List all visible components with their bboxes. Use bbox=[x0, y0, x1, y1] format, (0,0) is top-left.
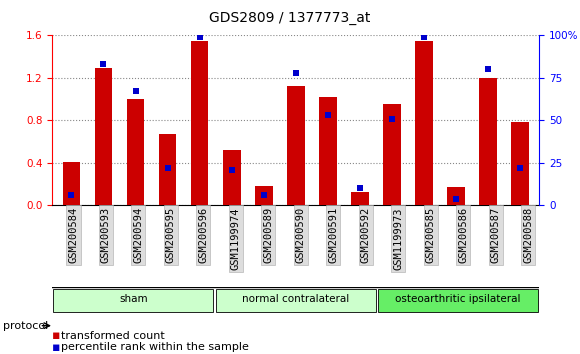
Text: sham: sham bbox=[119, 295, 148, 304]
Text: GSM200595: GSM200595 bbox=[166, 207, 176, 263]
Bar bbox=[95, 68, 113, 205]
Bar bbox=[512, 122, 529, 205]
Text: GSM200586: GSM200586 bbox=[458, 207, 468, 263]
Bar bbox=[159, 134, 176, 205]
Text: GSM200584: GSM200584 bbox=[68, 207, 78, 263]
Bar bbox=[351, 192, 369, 205]
Text: GSM200593: GSM200593 bbox=[101, 207, 111, 263]
Text: GSM200585: GSM200585 bbox=[426, 207, 436, 263]
Bar bbox=[383, 104, 401, 205]
Text: GSM200587: GSM200587 bbox=[491, 207, 501, 263]
Bar bbox=[447, 187, 465, 205]
Bar bbox=[126, 99, 144, 205]
Text: normal contralateral: normal contralateral bbox=[242, 295, 349, 304]
FancyBboxPatch shape bbox=[53, 289, 213, 312]
Bar bbox=[191, 41, 208, 205]
Text: GSM200591: GSM200591 bbox=[328, 207, 338, 263]
Bar bbox=[255, 186, 273, 205]
Text: GSM200590: GSM200590 bbox=[296, 207, 306, 263]
Text: GSM200596: GSM200596 bbox=[198, 207, 208, 263]
FancyBboxPatch shape bbox=[216, 289, 376, 312]
Text: protocol: protocol bbox=[3, 321, 48, 331]
Text: ▪: ▪ bbox=[52, 341, 61, 354]
Text: GSM1199974: GSM1199974 bbox=[231, 207, 241, 270]
Text: ▪: ▪ bbox=[52, 329, 61, 342]
Text: GSM1199973: GSM1199973 bbox=[393, 207, 403, 270]
Text: osteoarthritic ipsilateral: osteoarthritic ipsilateral bbox=[396, 295, 521, 304]
Bar bbox=[287, 86, 305, 205]
Text: GDS2809 / 1377773_at: GDS2809 / 1377773_at bbox=[209, 11, 371, 25]
Bar bbox=[479, 78, 497, 205]
FancyBboxPatch shape bbox=[378, 289, 538, 312]
Bar bbox=[63, 162, 80, 205]
Text: GSM200588: GSM200588 bbox=[523, 207, 533, 263]
Text: GSM200592: GSM200592 bbox=[361, 207, 371, 263]
Bar bbox=[223, 150, 241, 205]
Bar bbox=[415, 41, 433, 205]
Text: GSM200589: GSM200589 bbox=[263, 207, 273, 263]
Text: percentile rank within the sample: percentile rank within the sample bbox=[61, 342, 249, 352]
Text: GSM200594: GSM200594 bbox=[133, 207, 143, 263]
Bar bbox=[319, 97, 336, 205]
Text: transformed count: transformed count bbox=[61, 331, 165, 341]
